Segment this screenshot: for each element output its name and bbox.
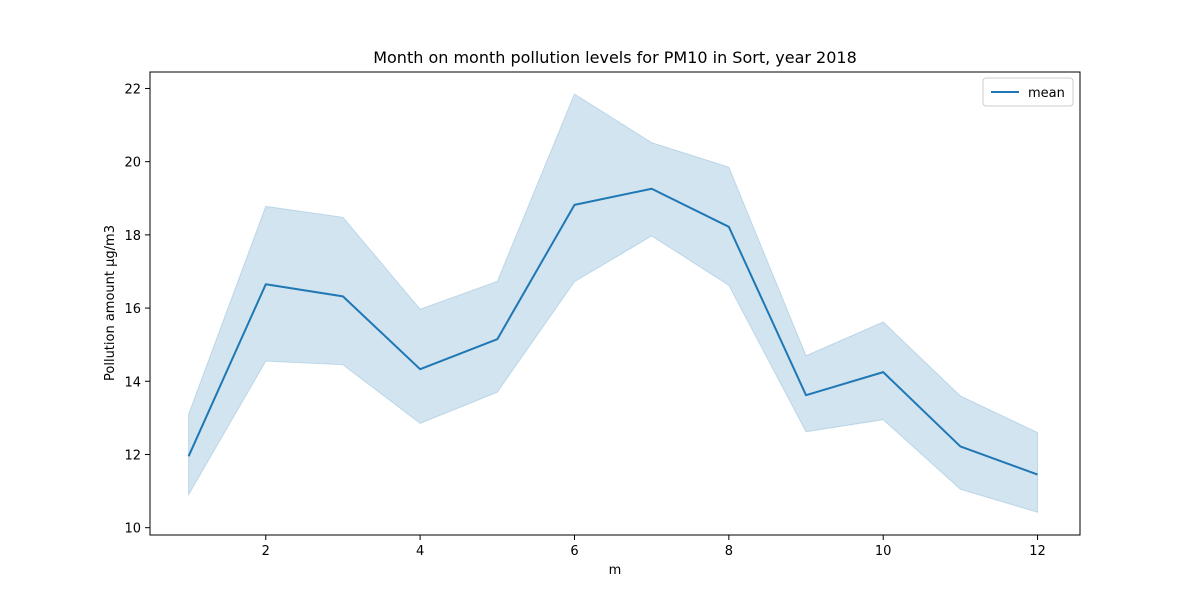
axes-frame — [149, 71, 1081, 536]
y-tick-label: 22 — [124, 82, 141, 97]
axes: 2 4 6 8 10 12 10 12 14 16 18 20 22 — [124, 71, 1081, 559]
series-line-mean — [187, 187, 1038, 476]
legend-label: mean — [1028, 86, 1065, 101]
x-tick-label: 8 — [725, 544, 733, 559]
x-axis-label: m — [609, 563, 622, 578]
x-tick-label: 12 — [1029, 544, 1046, 559]
legend-box — [982, 77, 1074, 107]
y-tick-label: 18 — [124, 229, 141, 244]
x-tick-label: 10 — [875, 544, 892, 559]
confidence-band-0 — [188, 93, 1039, 513]
chart-title: Month on month pollution levels for PM10… — [373, 48, 857, 67]
x-tick-label: 2 — [262, 544, 270, 559]
x-tick-label: 6 — [570, 544, 578, 559]
y-axis-label: Pollution amount µg/m3 — [103, 225, 118, 381]
y-tick-label: 12 — [124, 448, 141, 463]
x-tick-label: 4 — [416, 544, 424, 559]
y-tick-label: 10 — [124, 522, 141, 537]
legend: mean — [982, 77, 1074, 107]
y-tick-label: 16 — [124, 302, 141, 317]
y-tick-label: 20 — [124, 156, 141, 171]
plot-area — [187, 93, 1039, 513]
y-tick-label: 14 — [124, 375, 141, 390]
